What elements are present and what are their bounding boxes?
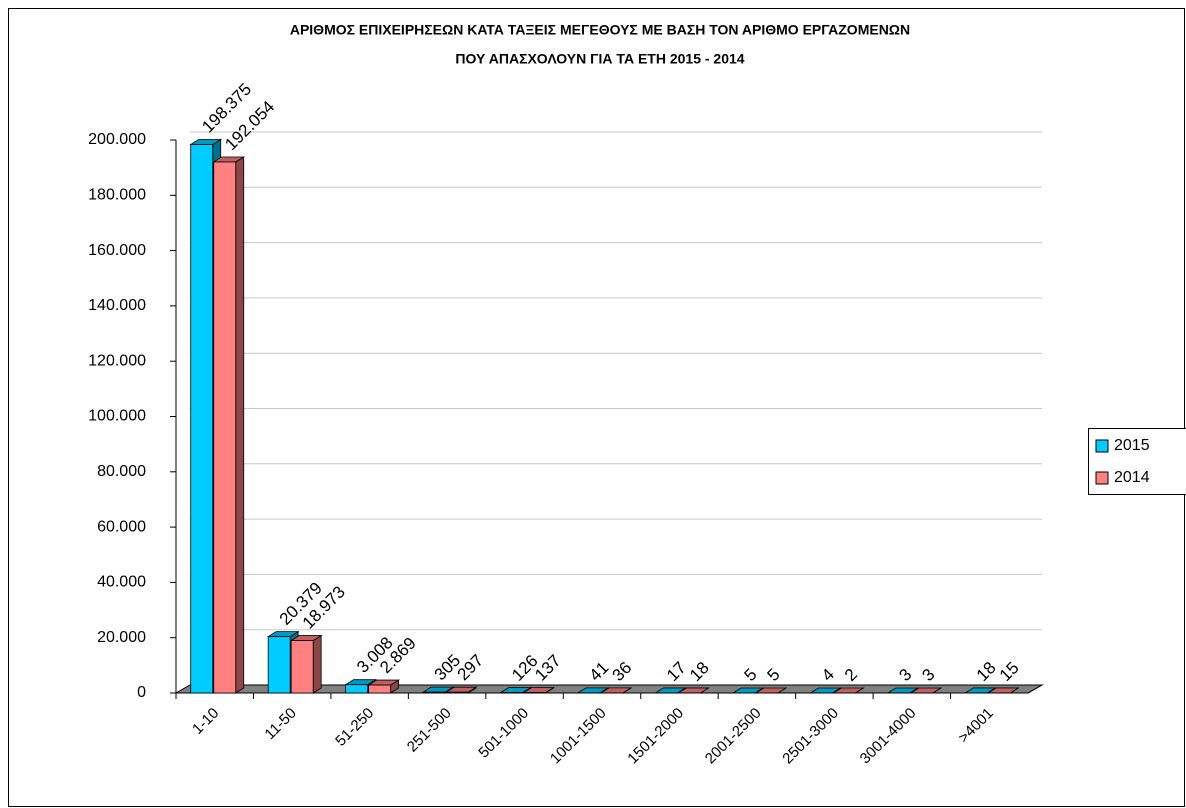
y-tick-label: 140.000 xyxy=(88,297,146,314)
y-tick-label: 0 xyxy=(137,684,146,701)
y-tick-label: 200.000 xyxy=(88,131,146,148)
legend-swatch xyxy=(1095,471,1109,485)
bar xyxy=(445,691,469,694)
y-tick-label: 80.000 xyxy=(97,463,146,480)
chart-title: ΠΟΥ ΑΠΑΣΧΟΛΟΥΝ ΓΙΑ ΤΑ ΕΤΗ 2015 - 2014 xyxy=(455,51,744,67)
legend-label: 2014 xyxy=(1114,469,1150,486)
y-tick-label: 40.000 xyxy=(97,574,146,591)
y-tick-label: 120.000 xyxy=(88,352,146,369)
y-tick-label: 100.000 xyxy=(88,408,146,425)
bar xyxy=(267,636,291,694)
bar xyxy=(190,144,214,694)
bar xyxy=(345,684,369,694)
bar-side xyxy=(312,634,322,694)
y-tick-label: 60.000 xyxy=(97,518,146,535)
legend-swatch xyxy=(1095,439,1109,453)
y-tick-label: 20.000 xyxy=(97,629,146,646)
bar xyxy=(213,161,237,694)
y-tick-label: 180.000 xyxy=(88,187,146,204)
bar xyxy=(368,684,392,694)
x-axis-end xyxy=(1027,684,1043,694)
y-tick-label: 160.000 xyxy=(88,242,146,259)
legend-label: 2015 xyxy=(1114,437,1150,454)
bar xyxy=(422,691,446,694)
chart-title: ΑΡΙΘΜΟΣ ΕΠΙΧΕΙΡΗΣΕΩΝ ΚΑΤΑ ΤΑΞΕΙΣ ΜΕΓΕΘΟΥ… xyxy=(290,22,910,38)
bar xyxy=(290,640,314,694)
bar-side xyxy=(235,156,245,694)
